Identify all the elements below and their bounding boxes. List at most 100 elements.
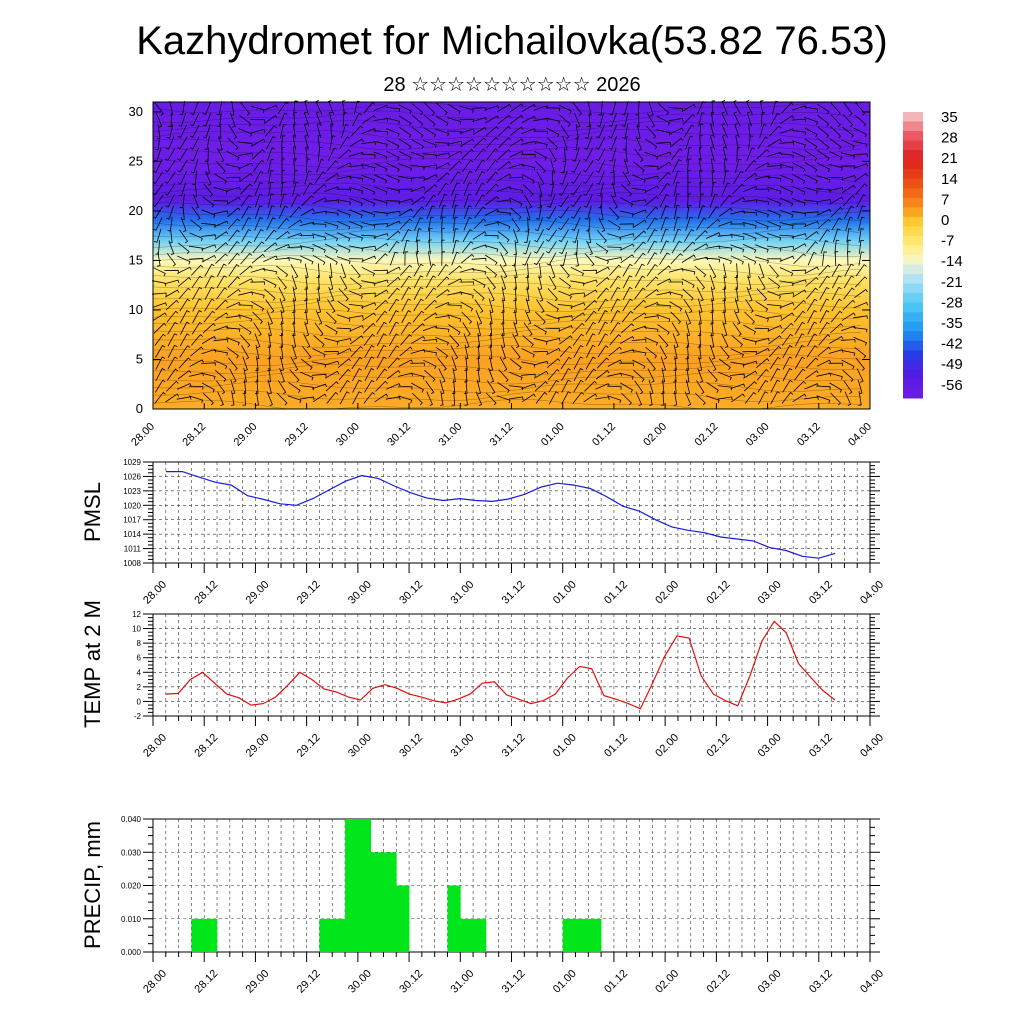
wind-barb [299, 385, 314, 391]
wind-barb [609, 334, 622, 346]
wind-barb [300, 255, 314, 265]
wind-barb [463, 333, 470, 348]
wind-barb [819, 321, 830, 335]
wind-barb [401, 228, 412, 242]
wind-barb [842, 114, 854, 128]
wind-barb [534, 370, 549, 379]
wind-barb [226, 347, 239, 359]
wind-barb [390, 251, 399, 266]
wind-barb [447, 150, 463, 159]
wind-barb [632, 219, 647, 229]
wind-barb [484, 244, 499, 253]
wind-barb [521, 128, 536, 135]
wind-barb [561, 379, 571, 393]
wind-barb [674, 193, 680, 208]
wind-barb [723, 170, 730, 185]
wind-barb [177, 124, 188, 139]
wind-barb [722, 146, 727, 162]
wind-barb [398, 126, 412, 138]
wind-barb [387, 230, 401, 241]
contour-line [152, 110, 862, 123]
wind-barb [634, 275, 645, 289]
wind-barb [646, 264, 658, 277]
wind-barb [177, 255, 191, 265]
wind-barb [846, 228, 852, 243]
wind-barb [341, 100, 346, 115]
wind-barb [279, 298, 285, 314]
wind-barb [203, 183, 214, 197]
wind-barb [364, 345, 375, 358]
colorbar-label: -49 [941, 356, 963, 373]
wind-barb [488, 298, 494, 314]
wind-barb [742, 232, 757, 242]
wind-barb [757, 379, 769, 393]
colorbar-segment [903, 321, 923, 332]
precip-bar [204, 918, 218, 953]
wind-barb [349, 335, 364, 345]
wind-barb [280, 181, 286, 197]
wind-barb [152, 312, 167, 321]
wind-barb [793, 380, 806, 392]
wind-barb [547, 137, 559, 151]
wind-barb [803, 396, 819, 400]
wind-barb [730, 255, 744, 265]
wind-barb [177, 277, 192, 287]
wind-barb [349, 325, 364, 332]
wind-barb [214, 359, 228, 370]
x-tick-label: 03.12 [795, 421, 823, 449]
wind-barb [191, 275, 203, 289]
wind-barb [474, 206, 486, 219]
wind-barb [401, 298, 412, 312]
wind-barb [201, 209, 216, 218]
wind-barb [152, 171, 164, 185]
wind-barb [705, 245, 721, 250]
wind-barb [499, 264, 508, 279]
wind-barb [348, 176, 364, 182]
wind-barb [858, 228, 865, 243]
wind-barb [508, 385, 524, 391]
wind-barb [722, 274, 727, 290]
wind-barb [731, 335, 743, 348]
wind-barb [288, 219, 303, 229]
wind-barb [464, 356, 468, 371]
wind-barb [361, 153, 376, 158]
wind-barb [486, 148, 498, 161]
wind-barb [191, 206, 201, 221]
wind-barb [400, 334, 413, 346]
wind-barb [292, 181, 299, 197]
wind-barb [673, 379, 677, 394]
wind-barb [486, 159, 498, 172]
wind-barb [348, 315, 364, 319]
wind-barb [761, 112, 766, 127]
wind-barb [779, 174, 794, 184]
wind-barb [426, 391, 433, 406]
contour-line [152, 200, 862, 213]
wind-barb [683, 299, 693, 314]
wind-barb [660, 205, 669, 220]
wind-barb [795, 333, 805, 347]
wind-barb [290, 193, 301, 208]
wind-barb [697, 332, 702, 348]
x-tick-label: 01.00 [551, 968, 579, 996]
wind-barb [361, 164, 376, 171]
wind-barb [524, 310, 532, 325]
wind-barb [486, 171, 499, 184]
wind-barb [533, 360, 549, 366]
colorbar-segment [903, 350, 923, 361]
wind-barb [620, 197, 634, 207]
wind-barb [843, 275, 855, 289]
y-tick-label: 30 [129, 104, 143, 119]
wind-barb [254, 193, 263, 208]
wind-barb [241, 228, 252, 242]
wind-barb [707, 369, 718, 383]
wind-barb [743, 381, 757, 392]
wind-barb [841, 184, 856, 194]
wind-barb [339, 275, 348, 290]
wind-barb [709, 193, 718, 208]
wind-barb [766, 304, 782, 309]
wind-barb [844, 263, 854, 277]
wind-barb [549, 170, 554, 186]
wind-barb [709, 309, 714, 325]
wind-barb [177, 136, 188, 150]
